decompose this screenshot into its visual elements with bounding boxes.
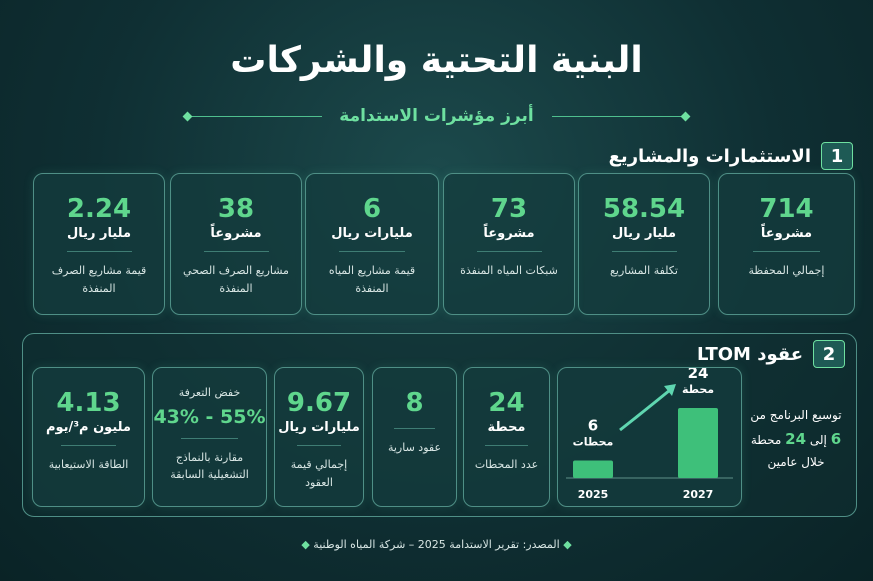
separator <box>297 445 341 446</box>
separator <box>393 428 436 429</box>
section-header: 2 عقود LTOM <box>697 340 845 368</box>
stat-label: عقود سارية <box>387 441 442 454</box>
stat-value: 73 <box>490 194 528 224</box>
stat-value: 8 <box>405 388 424 418</box>
stat-label: إجمالي قيمة العقود <box>290 458 348 489</box>
stat-label: قيمة مشاريع الصرف المنفذة <box>51 264 147 295</box>
text: إلى <box>809 433 827 447</box>
section-header: 1 الاستثمارات والمشاريع <box>609 142 853 170</box>
text: 6 إلى 24 محطة <box>742 426 850 452</box>
section-number: 1 <box>821 142 853 170</box>
separator <box>60 445 117 446</box>
stat-value: 2.24 <box>66 194 132 224</box>
stat-value: 43% - 55% <box>153 405 266 428</box>
text: خلال عامين <box>767 455 825 470</box>
text: محطة <box>750 433 782 447</box>
highlight: 24 <box>785 430 807 448</box>
bar <box>678 408 718 478</box>
stat-label: شبكات المياه المنفذة <box>460 264 558 277</box>
footer: ◆ المصدر: تقرير الاستدامة 2025 – شركة ال… <box>301 538 572 551</box>
text: توسيع البرنامج من <box>750 408 842 422</box>
section-title: الاستثمارات والمشاريع <box>608 145 811 167</box>
stat-value: 9.67 <box>286 388 352 418</box>
stat-label: مشاريع الصرف الصحي المنفذة <box>183 264 289 295</box>
separator <box>485 445 528 446</box>
stat-card: 6 مليارات ريال قيمة مشاريع المياه المنفذة <box>305 173 439 315</box>
stat-value: 4.13 <box>56 388 121 418</box>
stat-unit: مشروعاً <box>210 226 262 241</box>
stat-label: مقارنة بالنماذج التشغيلية السابقة <box>170 450 249 482</box>
divider <box>552 116 682 117</box>
separator <box>181 437 238 439</box>
stat-card: 24 محطة عدد المحطات <box>463 367 550 507</box>
stat-unit: محطة <box>487 420 526 435</box>
section-title: عقود LTOM <box>696 343 803 365</box>
stat-card: خفض التعرفة 43% - 55% مقارنة بالنماذج التش… <box>152 367 267 507</box>
bar <box>573 460 613 478</box>
x-label: 2027 <box>683 488 714 501</box>
section-number: 2 <box>813 340 845 368</box>
stat-value: 38 <box>217 194 255 224</box>
stat-value: 24 <box>488 388 525 418</box>
stat-top: خفض التعرفة <box>178 386 241 399</box>
stat-unit: مليارات ريال <box>278 420 360 435</box>
stat-label: قيمة مشاريع المياه المنفذة <box>328 264 416 295</box>
stat-label: الطاقة الاستيعابية <box>48 458 129 471</box>
separator <box>476 251 542 252</box>
separator <box>203 251 269 252</box>
separator <box>66 251 132 252</box>
stat-card: 8 عقود سارية <box>372 367 457 507</box>
stat-value: 6 <box>362 194 382 224</box>
stat-card: 2.24 مليار ريال قيمة مشاريع الصرف المنفذة <box>33 173 165 315</box>
stat-unit: مشروعاً <box>760 226 813 241</box>
source: المصدر: تقرير الاستدامة 2025 – شركة المي… <box>313 538 560 551</box>
highlight: 6 <box>830 430 842 448</box>
stat-card: 58.54 مليار ريال تكلفة المشاريع <box>578 173 710 315</box>
stat-label: تكلفة المشاريع <box>610 264 678 277</box>
stat-unit: مليار ريال <box>611 226 677 241</box>
bar-unit: محطات <box>573 436 614 449</box>
bar-unit: محطة <box>682 383 714 396</box>
x-label: 2025 <box>578 488 609 501</box>
separator <box>752 251 821 252</box>
expansion-note: توسيع البرنامج من 6 إلى 24 محطة خلال عام… <box>742 405 850 473</box>
stat-unit: مليون م³/يوم <box>46 420 131 435</box>
separator <box>339 251 405 252</box>
stat-unit: مليارات ريال <box>331 226 413 241</box>
separator <box>611 251 677 252</box>
stat-card: 9.67 مليارات ريال إجمالي قيمة العقود <box>274 367 364 507</box>
subtitle: أبرز مؤشرات الاستدامة <box>339 106 534 126</box>
chart-card: 6 محطات 2025 24 محطة 2027 <box>557 364 742 507</box>
arrow <box>619 388 671 432</box>
stat-card: 38 مشروعاً مشاريع الصرف الصحي المنفذة <box>170 173 302 315</box>
stat-card: 714 مشروعاً إجمالي المحفظة <box>718 173 855 315</box>
stat-card: 73 مشروعاً شبكات المياه المنفذة <box>443 173 575 315</box>
bar-value: 24 <box>688 368 709 382</box>
stat-value: 58.54 <box>602 194 686 224</box>
stat-label: إجمالي المحفظة <box>748 264 825 277</box>
divider <box>192 116 322 117</box>
title: البنية التحتية والشركات <box>230 40 643 81</box>
stat-value: 714 <box>759 194 814 224</box>
stat-unit: مشروعاً <box>483 226 535 241</box>
stat-card: 4.13 مليون م³/يوم الطاقة الاستيعابية <box>32 367 145 507</box>
stat-label: عدد المحطات <box>474 458 539 471</box>
arrow-head <box>664 384 676 396</box>
bar-value: 6 <box>588 417 598 435</box>
stat-unit: مليار ريال <box>66 226 132 241</box>
